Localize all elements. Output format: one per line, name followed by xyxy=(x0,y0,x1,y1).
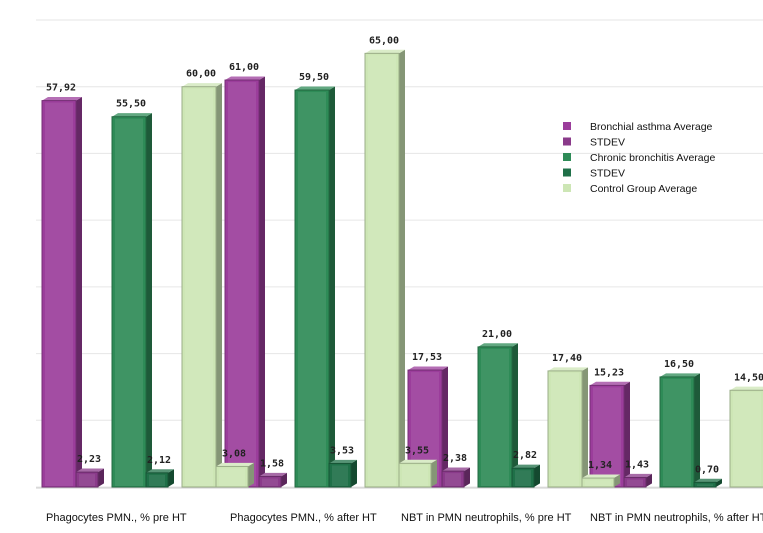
category-label-4: NBT in PMN neutrophils, % after HT xyxy=(590,512,763,524)
bar-6-3 xyxy=(581,474,620,488)
bar-2-1 xyxy=(75,468,104,488)
bar-1-4 xyxy=(589,381,630,488)
bar-3-1 xyxy=(111,113,152,488)
data-label-2-3: 2,38 xyxy=(443,453,467,464)
bar-5-1 xyxy=(181,83,222,488)
bar-5-2 xyxy=(364,49,405,488)
data-label-4-4: 0,70 xyxy=(695,464,719,475)
bar-6-2 xyxy=(398,459,437,488)
data-label-5-1: 60,00 xyxy=(186,69,216,80)
category-label-1: Phagocytes PMN., % pre HT xyxy=(46,512,187,524)
legend-item-3: Chronic bronchitis Average xyxy=(563,152,715,164)
data-label-1-4: 15,23 xyxy=(594,367,624,378)
data-label-3-1: 55,50 xyxy=(116,99,146,110)
data-label-5-2: 65,00 xyxy=(369,35,399,46)
data-label-6-2: 3,55 xyxy=(405,445,429,456)
legend-label-2: STDEV xyxy=(590,137,625,149)
legend-label-3: Chronic bronchitis Average xyxy=(590,152,715,164)
bar-5-4 xyxy=(729,386,763,488)
data-label-2-2: 1,58 xyxy=(260,458,284,469)
bar-4-3 xyxy=(511,464,540,488)
data-label-1-2: 61,00 xyxy=(229,62,259,73)
legend-item-2: STDEV xyxy=(563,137,625,149)
legend-label-4: STDEV xyxy=(590,168,625,180)
bar-2-2 xyxy=(258,472,287,488)
bar-4-4 xyxy=(693,478,722,488)
bar-5-3 xyxy=(547,367,588,488)
category-label-2: Phagocytes PMN., % after HT xyxy=(230,512,377,524)
data-label-4-3: 2,82 xyxy=(513,450,537,461)
bar-6-1 xyxy=(215,462,254,488)
bar-3-4 xyxy=(659,373,700,488)
data-label-3-3: 21,00 xyxy=(482,329,512,340)
bar-3-3 xyxy=(477,343,518,488)
bar-1-2 xyxy=(224,76,265,488)
data-label-4-2: 3,53 xyxy=(330,445,354,456)
data-label-6-3: 1,34 xyxy=(588,460,612,471)
category-label-3: NBT in PMN neutrophils, % pre HT xyxy=(401,512,572,524)
data-label-5-4: 14,50 xyxy=(734,372,763,383)
bars xyxy=(41,49,763,488)
bar-4-2 xyxy=(328,459,357,488)
bar-1-1 xyxy=(41,96,82,488)
legend: Bronchial asthma Average STDEV Chronic bro… xyxy=(563,121,715,195)
legend-item-4: STDEV xyxy=(563,168,625,180)
data-label-5-3: 17,40 xyxy=(552,353,582,364)
data-label-1-3: 17,53 xyxy=(412,352,442,363)
data-label-2-1: 2,23 xyxy=(77,454,101,465)
category-labels: Phagocytes PMN., % pre HT Phagocytes PMN.… xyxy=(46,512,763,524)
legend-item-5: Control Group Average xyxy=(563,183,697,195)
bar-4-1 xyxy=(145,469,174,488)
data-labels: 57,92 61,00 17,53 15,23 2,23 1,58 2,38 1,43 55,5… xyxy=(46,35,763,475)
bar-2-3 xyxy=(441,467,470,488)
data-label-4-1: 2,12 xyxy=(147,455,171,466)
legend-item-1: Bronchial asthma Average xyxy=(563,121,713,133)
data-label-3-4: 16,50 xyxy=(664,359,694,370)
bar-2-4 xyxy=(623,473,652,488)
data-label-2-4: 1,43 xyxy=(625,459,649,470)
data-label-6-1: 3,08 xyxy=(222,448,246,459)
legend-label-1: Bronchial asthma Average xyxy=(590,121,713,133)
data-label-3-2: 59,50 xyxy=(299,72,329,83)
bar-3-2 xyxy=(294,86,335,488)
data-label-1-1: 57,92 xyxy=(46,83,76,94)
legend-label-5: Control Group Average xyxy=(590,183,697,195)
